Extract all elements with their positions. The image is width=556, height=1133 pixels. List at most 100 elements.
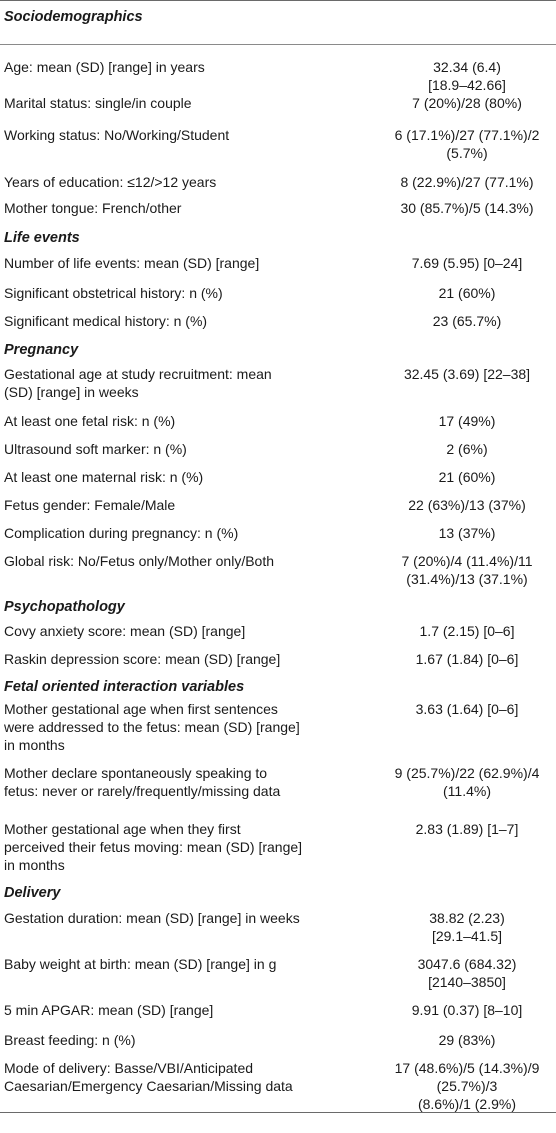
- row-value-line: 2 (6%): [446, 441, 488, 457]
- row-value-line: 7 (20%)/4 (11.4%)/11: [401, 553, 533, 569]
- row-label: At least one maternal risk: n (%): [4, 468, 304, 486]
- row-value: 29 (83%): [380, 1031, 554, 1049]
- row-value: 9.91 (0.37) [8–10]: [380, 1001, 554, 1019]
- table-rule: [0, 1112, 556, 1113]
- row-value-line: (25.7%)/3: [436, 1078, 498, 1094]
- row-label: Mother gestational age when they first pe…: [4, 820, 304, 874]
- row-value: 2 (6%): [380, 440, 554, 458]
- row-label: Fetus gender: Female/Male: [4, 496, 304, 514]
- row-label: Mother gestational age when first senten…: [4, 700, 304, 754]
- row-label-line: Caesarian/Emergency Caesarian/Missing da…: [4, 1078, 293, 1094]
- row-value-line: (8.6%)/1 (2.9%): [417, 1096, 517, 1112]
- row-value: 17 (49%): [380, 412, 554, 430]
- section-heading: Delivery: [4, 885, 61, 901]
- row-value: 8 (22.9%)/27 (77.1%): [380, 173, 554, 191]
- section-heading: Sociodemographics: [4, 9, 143, 25]
- section-heading: Pregnancy: [4, 342, 79, 358]
- row-value: 7 (20%)/28 (80%): [380, 94, 554, 112]
- row-label-line: Fetus gender: Female/Male: [4, 497, 176, 513]
- row-value-line: [18.9–42.66]: [428, 77, 506, 93]
- row-label: Significant obstetrical history: n (%): [4, 284, 304, 302]
- row-value-line: 38.82 (2.23): [429, 910, 505, 926]
- row-value: 13 (37%): [380, 524, 554, 542]
- row-value: 1.7 (2.15) [0–6]: [380, 622, 554, 640]
- row-label-line: fetus: never or rarely/frequently/missin…: [4, 783, 281, 799]
- row-value: 2.83 (1.89) [1–7]: [380, 820, 554, 838]
- row-value: 6 (17.1%)/27 (77.1%)/2 (5.7%): [380, 126, 554, 162]
- row-value-line: 22 (63%)/13 (37%): [408, 497, 526, 513]
- row-value-line: 1.67 (1.84) [0–6]: [415, 651, 519, 667]
- table-rule: [0, 0, 556, 1]
- row-label-line: Gestational age at study recruitment: me…: [4, 366, 272, 382]
- section-heading: Psychopathology: [4, 599, 125, 615]
- row-value-line: 7.69 (5.95) [0–24]: [411, 255, 523, 271]
- row-value-line: 17 (48.6%)/5 (14.3%)/9: [394, 1060, 540, 1076]
- row-value-line: [2140–3850]: [428, 974, 506, 990]
- row-label: Covy anxiety score: mean (SD) [range]: [4, 622, 304, 640]
- row-label: Global risk: No/Fetus only/Mother only/B…: [4, 552, 304, 570]
- row-value: 3047.6 (684.32) [2140–3850]: [380, 955, 554, 991]
- row-value: 21 (60%): [380, 468, 554, 486]
- row-value-line: 7 (20%)/28 (80%): [412, 95, 522, 111]
- row-value-line: 13 (37%): [438, 525, 496, 541]
- row-value: 7.69 (5.95) [0–24]: [380, 254, 554, 272]
- row-label: Baby weight at birth: mean (SD) [range] …: [4, 955, 304, 973]
- row-label-line: Ultrasound soft marker: n (%): [4, 441, 187, 457]
- row-label: At least one fetal risk: n (%): [4, 412, 304, 430]
- row-label-line: At least one fetal risk: n (%): [4, 413, 176, 429]
- row-value: 32.34 (6.4) [18.9–42.66]: [380, 58, 554, 94]
- row-value-line: (5.7%): [446, 145, 488, 161]
- row-label-line: At least one maternal risk: n (%): [4, 469, 204, 485]
- row-value: 38.82 (2.23) [29.1–41.5]: [380, 909, 554, 945]
- row-value: 32.45 (3.69) [22–38]: [380, 365, 554, 383]
- row-label-line: Gestation duration: mean (SD) [range] in…: [4, 910, 300, 926]
- row-label-line: Mode of delivery: Basse/VBI/Anticipated: [4, 1060, 254, 1076]
- row-value-line: 32.45 (3.69) [22–38]: [403, 366, 531, 382]
- row-label-line: in months: [4, 737, 65, 753]
- row-value-line: 9.91 (0.37) [8–10]: [411, 1002, 523, 1018]
- row-label: Mother tongue: French/other: [4, 199, 304, 217]
- row-value-line: 3047.6 (684.32): [417, 956, 517, 972]
- row-label: Raskin depression score: mean (SD) [rang…: [4, 650, 304, 668]
- row-value-line: 2.83 (1.89) [1–7]: [415, 821, 519, 837]
- row-value: 7 (20%)/4 (11.4%)/11 (31.4%)/13 (37.1%): [380, 552, 554, 588]
- row-value-line: 21 (60%): [438, 285, 496, 301]
- row-value: 17 (48.6%)/5 (14.3%)/9 (25.7%)/3 (8.6%)/1 …: [380, 1059, 554, 1113]
- row-label-line: Mother declare spontaneously speaking to: [4, 765, 268, 781]
- row-value-line: 32.34 (6.4): [433, 59, 501, 75]
- row-value-line: 29 (83%): [438, 1032, 496, 1048]
- row-label-line: Significant medical history: n (%): [4, 313, 208, 329]
- row-label: Mother declare spontaneously speaking to…: [4, 764, 304, 800]
- row-label: Complication during pregnancy: n (%): [4, 524, 304, 542]
- table-rule: [0, 44, 556, 45]
- row-label-line: Working status: No/Working/Student: [4, 127, 230, 143]
- row-label: Mode of delivery: Basse/VBI/Anticipated C…: [4, 1059, 304, 1095]
- row-value-line: (31.4%)/13 (37.1%): [406, 571, 528, 587]
- row-label-line: Years of education: ≤12/>12 years: [4, 174, 217, 190]
- row-value-line: 3.63 (1.64) [0–6]: [415, 701, 519, 717]
- row-label: Breast feeding: n (%): [4, 1031, 304, 1049]
- row-label-line: Covy anxiety score: mean (SD) [range]: [4, 623, 246, 639]
- row-label: 5 min APGAR: mean (SD) [range]: [4, 1001, 304, 1019]
- row-label-line: Age: mean (SD) [range] in years: [4, 59, 205, 75]
- row-value-line: 23 (65.7%): [432, 313, 502, 329]
- row-label-line: Mother gestational age when first senten…: [4, 701, 278, 717]
- row-label: Gestational age at study recruitment: me…: [4, 365, 304, 401]
- row-label: Ultrasound soft marker: n (%): [4, 440, 304, 458]
- row-value: 30 (85.7%)/5 (14.3%): [380, 199, 554, 217]
- row-label-line: were addressed to the fetus: mean (SD) […: [4, 719, 300, 735]
- row-label-line: Mother tongue: French/other: [4, 200, 182, 216]
- row-label: Marital status: single/in couple: [4, 94, 304, 112]
- row-value-line: 8 (22.9%)/27 (77.1%): [400, 174, 534, 190]
- row-value: 22 (63%)/13 (37%): [380, 496, 554, 514]
- section-heading: Fetal oriented interaction variables: [4, 679, 245, 695]
- row-label-line: Baby weight at birth: mean (SD) [range] …: [4, 956, 277, 972]
- row-value: 21 (60%): [380, 284, 554, 302]
- row-label-line: in months: [4, 857, 65, 873]
- row-value-line: 9 (25.7%)/22 (62.9%)/4: [394, 765, 540, 781]
- row-label: Age: mean (SD) [range] in years: [4, 58, 304, 76]
- row-label: Gestation duration: mean (SD) [range] in…: [4, 909, 304, 927]
- row-value-line: 6 (17.1%)/27 (77.1%)/2: [394, 127, 540, 143]
- row-label-line: Mother gestational age when they first: [4, 821, 241, 837]
